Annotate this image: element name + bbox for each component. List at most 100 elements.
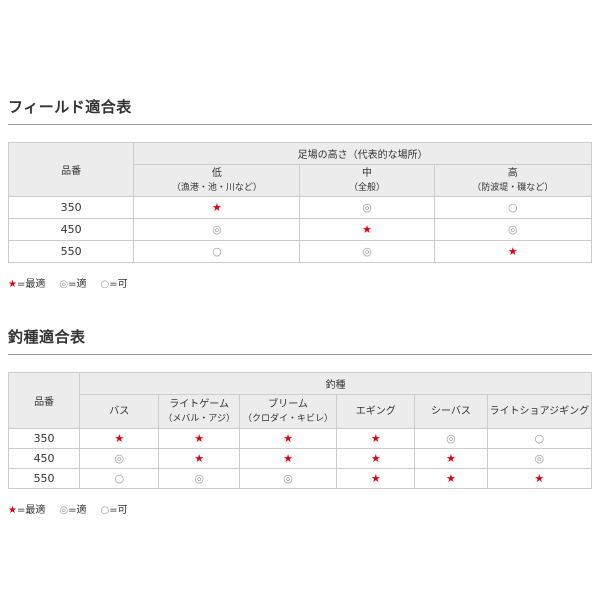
star-symbol: ★ [8,505,17,516]
rating-cell: ○ [486,428,593,449]
star-symbol: ★ [194,432,205,445]
legend-text: =適 [68,279,87,290]
rating-cell: ★ [238,448,338,469]
field-compatibility-section: フィールド適合表 品番 足場の高さ（代表的な場所）低（漁港・池・川など）中（全般）… [7,96,593,290]
column-header: エギング [336,394,416,429]
rating-cell: ◎ [486,448,593,469]
species-table-body: 350 ★ ★ ★ ★ ◎ ○ 450 ◎ ★ ★ ★ ★ ◎ 550 ○ ◎ ◎ ★ ★ ★ [7,428,593,489]
header-row-columns: 低（漁港・池・川など）中（全般）高（防波堤・磯など） [9,164,593,197]
column-header: バス [79,394,160,429]
rating-cell: ★ [433,240,593,263]
field-compatibility-table: 品番 足場の高さ（代表的な場所）低（漁港・池・川など）中（全般）高（防波堤・磯など… [7,142,593,263]
species-table-legend: ★=最適 ◎=適 ○=可 [8,501,592,516]
species-compatibility-table: 品番 釣種 バス ライトゲーム （メバル・アジ） ブリーム （クロダイ・キビレ） エギング シー… [7,372,593,489]
header-row-group: 品番 釣種 [7,372,592,429]
star-symbol: ★ [8,279,17,290]
circle-symbol: ○ [100,505,110,516]
star-symbol: ★ [534,472,545,485]
field-table-title: フィールド適合表 [8,96,592,125]
rating-cell: ◎ [133,218,301,241]
circle-symbol: ○ [100,279,110,290]
legend-item: ◎=適 [59,505,86,516]
rating-cell: ★ [486,468,593,489]
rating-cell: ★ [336,428,416,449]
product-number-cell: 450 [7,448,81,469]
double-circle-symbol: ◎ [534,452,545,465]
group-header: 足場の高さ（代表的な場所） [133,142,592,165]
circle-symbol: ○ [212,245,222,258]
star-symbol: ★ [362,223,372,236]
star-symbol: ★ [370,472,381,485]
star-symbol: ★ [211,201,222,214]
table-row: 350 ★ ◎ ○ [7,196,593,219]
double-circle-symbol: ◎ [194,472,204,485]
table-row: 450 ◎ ★ ◎ [7,218,593,241]
column-subheader: （漁港・池・川など） [171,182,262,193]
rating-cell: ◎ [299,196,435,219]
star-symbol: ★ [370,452,381,465]
double-circle-symbol: ◎ [362,245,372,258]
column-subheader: （防波堤・磯など） [472,182,554,193]
double-circle-symbol: ◎ [59,279,69,290]
double-circle-symbol: ◎ [446,432,456,445]
column-header: ブリーム （クロダイ・キビレ） [238,394,338,429]
double-circle-symbol: ◎ [362,201,372,214]
rating-cell: ◎ [238,468,338,489]
rating-cell: ○ [79,468,160,489]
column-header: 低（漁港・池・川など） [133,164,301,197]
species-compatibility-section: 釣種適合表 品番 釣種 バス ライトゲーム （メバル・アジ） ブリーム （クロダイ・キビレ）… [7,326,593,516]
field-table-head: 品番 足場の高さ（代表的な場所）低（漁港・池・川など）中（全般）高（防波堤・磯など… [7,142,593,197]
product-column-header: 品番 [7,142,135,197]
column-header: ライトゲーム （メバル・アジ） [158,394,240,429]
species-table-title: 釣種適合表 [8,326,592,355]
circle-symbol: ○ [534,432,545,445]
rating-cell: ◎ [79,448,160,469]
table-row: 450 ◎ ★ ★ ★ ★ ◎ [7,448,593,469]
double-circle-symbol: ◎ [114,452,125,465]
rating-cell: ★ [336,468,416,489]
column-header: 高（防波堤・磯など） [433,164,593,197]
rating-cell: ★ [414,448,488,469]
star-symbol: ★ [283,432,293,445]
rating-cell: ○ [133,240,301,263]
table-row: 550 ○ ◎ ◎ ★ ★ ★ [7,468,593,489]
product-number-cell: 350 [7,196,135,219]
legend-text: =最適 [16,505,46,516]
column-subheader: （クロダイ・キビレ） [243,413,334,424]
legend-text: =可 [109,505,128,516]
rating-cell: ★ [79,428,160,449]
rating-cell: ◎ [299,240,435,263]
rating-cell: ○ [433,196,593,219]
product-column-header: 品番 [7,372,81,429]
circle-symbol: ○ [114,472,125,485]
legend-item: ★=最適 [8,505,45,516]
legend-text: =適 [68,505,87,516]
star-symbol: ★ [446,472,456,485]
product-number-cell: 450 [7,218,135,241]
rating-cell: ★ [158,428,240,449]
legend-item: ○=可 [100,279,127,290]
rating-cell: ★ [336,448,416,469]
column-header: シーバス [414,394,488,429]
rating-cell: ★ [133,196,301,219]
column-subheader: （全般） [349,182,386,193]
rating-cell: ★ [238,428,338,449]
legend-item: ★=最適 [8,279,45,290]
star-symbol: ★ [507,245,518,258]
star-symbol: ★ [283,452,293,465]
rating-cell: ◎ [158,468,240,489]
table-row: 350 ★ ★ ★ ★ ◎ ○ [7,428,593,449]
field-table-body: 350 ★ ◎ ○ 450 ◎ ★ ◎ 550 ○ ◎ ★ [7,196,593,263]
field-table-legend: ★=最適 ◎=適 ○=可 [8,275,592,290]
rating-cell: ★ [414,468,488,489]
star-symbol: ★ [114,432,125,445]
table-row: 550 ○ ◎ ★ [7,240,593,263]
double-circle-symbol: ◎ [59,505,69,516]
rating-cell: ◎ [433,218,593,241]
column-header: ライトショアジギング [486,394,593,429]
legend-text: =最適 [16,279,46,290]
product-number-cell: 550 [7,240,135,263]
column-header: 中（全般） [299,164,435,197]
legend-text: =可 [109,279,128,290]
